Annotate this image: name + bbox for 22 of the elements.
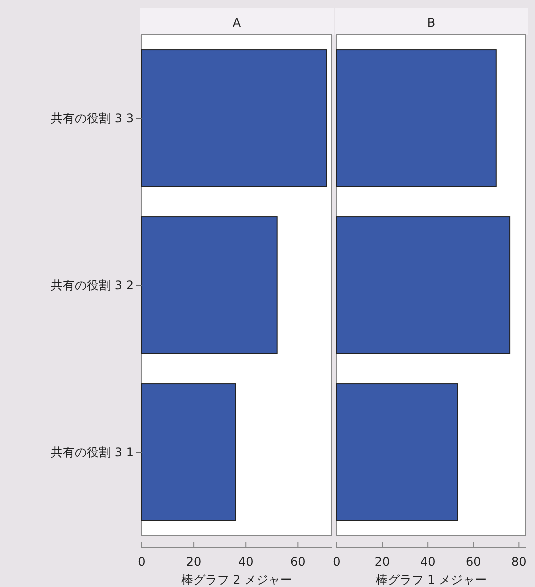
bar xyxy=(336,216,511,354)
bar xyxy=(336,384,458,522)
bar xyxy=(142,384,236,522)
x-tick-label: 20 xyxy=(186,555,202,569)
bar xyxy=(336,50,497,188)
bar xyxy=(142,50,328,188)
y-tick-label: 共有の役割 3 3 xyxy=(51,112,134,126)
y-tick-label: 共有の役割 3 1 xyxy=(51,446,134,460)
x-tick-label: 40 xyxy=(238,555,254,569)
y-tick-label: 共有の役割 3 2 xyxy=(51,278,134,292)
x-tick-label: 40 xyxy=(420,555,436,569)
x-axis-title: 棒グラフ 2 メジャー xyxy=(181,573,293,587)
x-tick-label: 0 xyxy=(333,555,341,569)
x-tick-label: 80 xyxy=(512,555,527,569)
chart-title: A xyxy=(232,16,242,30)
chart-title: B xyxy=(427,16,436,30)
x-tick-label: 60 xyxy=(466,555,482,569)
x-tick-label: 20 xyxy=(374,555,390,569)
x-axis-title: 棒グラフ 1 メジャー xyxy=(376,573,488,587)
bar xyxy=(142,216,278,354)
x-tick-label: 0 xyxy=(138,555,146,569)
x-tick-label: 60 xyxy=(290,555,306,569)
